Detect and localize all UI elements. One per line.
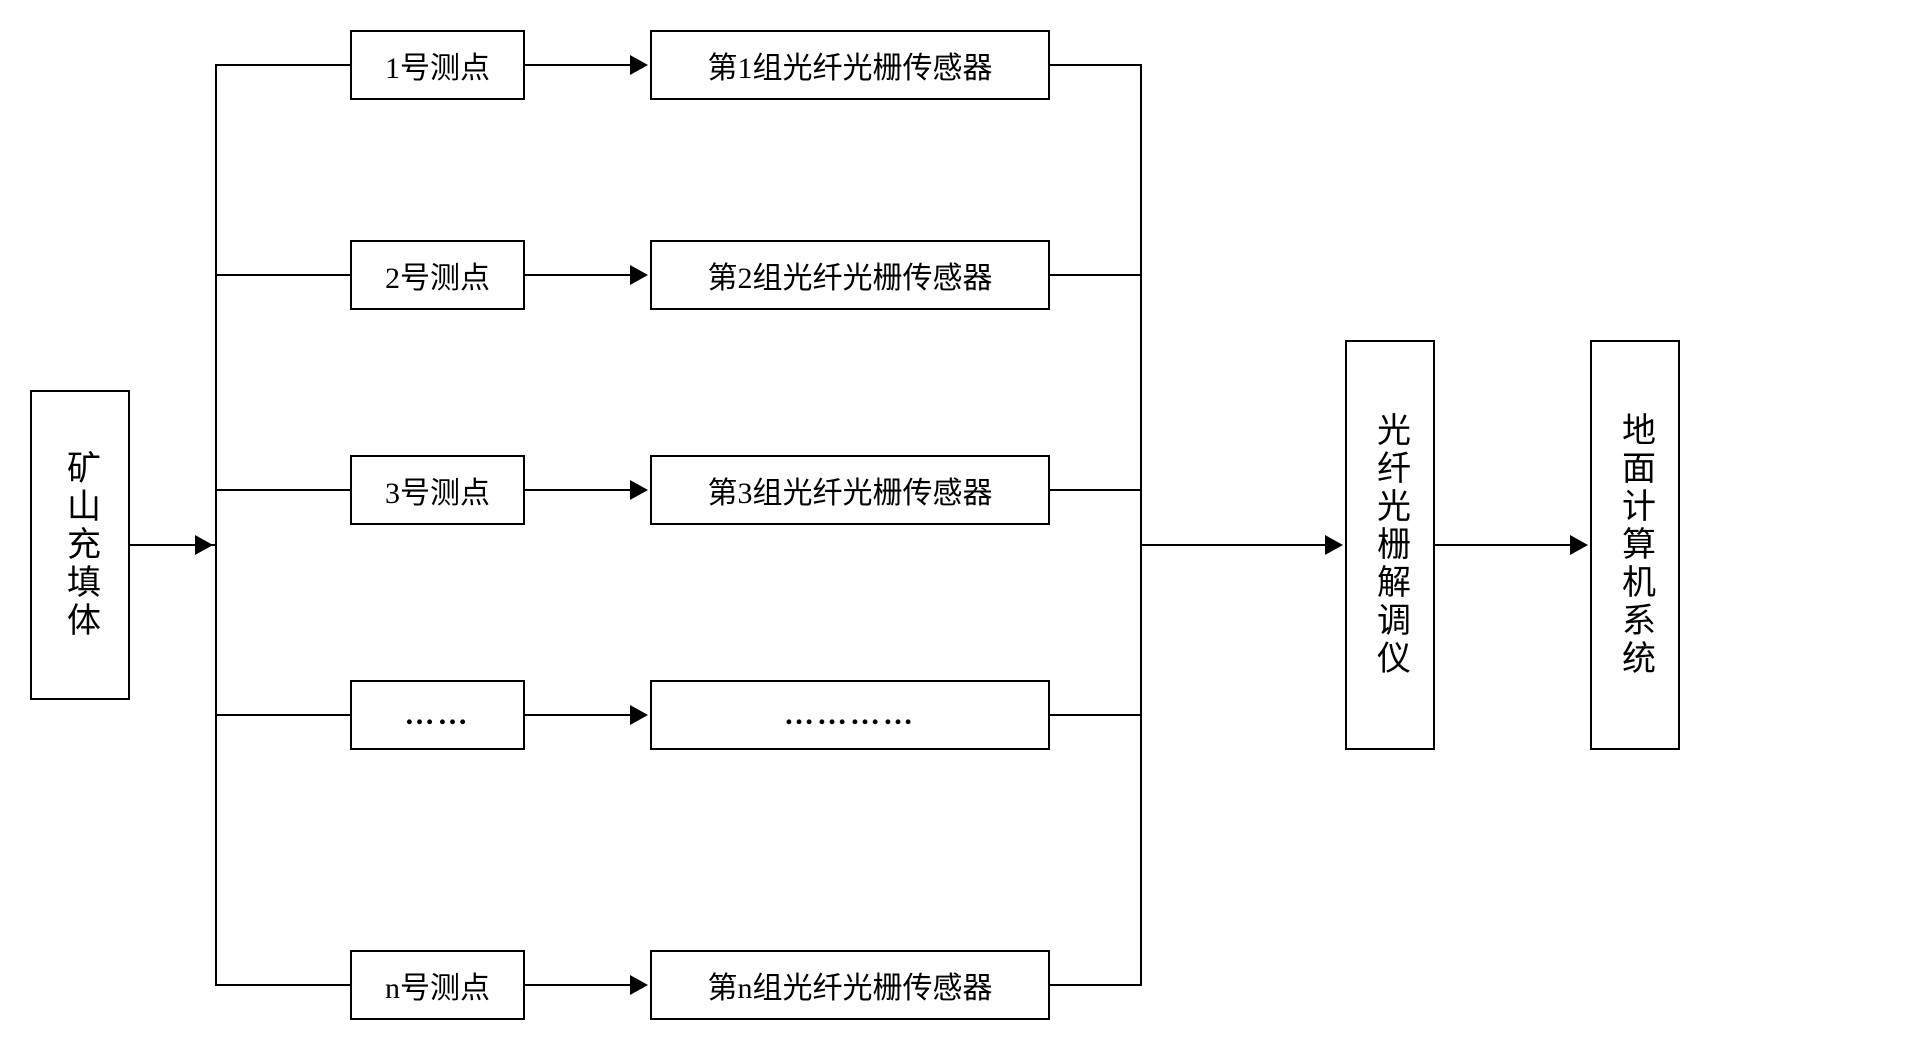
- computer-box: 地面计算机系统: [1590, 340, 1680, 750]
- measure-point-dots: ……: [350, 680, 525, 750]
- source-label: 矿山充填体: [56, 450, 105, 640]
- sensor-group-n: 第n组光纤光栅传感器: [650, 950, 1050, 1020]
- arrow: [630, 705, 648, 725]
- measure-point-label: n号测点: [385, 963, 490, 1007]
- arrow: [630, 975, 648, 995]
- connector-line: [525, 714, 630, 716]
- measure-point-label: 3号测点: [385, 468, 490, 512]
- connector-line: [1435, 544, 1570, 546]
- connector-line: [1140, 544, 1325, 546]
- arrow: [630, 480, 648, 500]
- sensor-label: 第1组光纤光栅传感器: [708, 43, 993, 87]
- measure-point-2: 2号测点: [350, 240, 525, 310]
- measure-point-3: 3号测点: [350, 455, 525, 525]
- arrow: [630, 265, 648, 285]
- connector-line: [525, 274, 630, 276]
- source-box: 矿山充填体: [30, 390, 130, 700]
- connector-line: [1050, 714, 1142, 716]
- arrow: [1325, 535, 1343, 555]
- measure-point-label: 1号测点: [385, 43, 490, 87]
- computer-label: 地面计算机系统: [1611, 412, 1660, 678]
- left-bus: [215, 64, 217, 986]
- connector-line: [215, 714, 350, 716]
- connector-line: [215, 984, 350, 986]
- arrow: [195, 535, 213, 555]
- measure-point-1: 1号测点: [350, 30, 525, 100]
- arrow: [1570, 535, 1588, 555]
- connector-line: [215, 274, 350, 276]
- sensor-group-1: 第1组光纤光栅传感器: [650, 30, 1050, 100]
- connector-line: [1050, 274, 1142, 276]
- connector-line: [1050, 64, 1142, 66]
- sensor-label: 第3组光纤光栅传感器: [708, 468, 993, 512]
- connector-line: [215, 489, 350, 491]
- sensor-group-3: 第3组光纤光栅传感器: [650, 455, 1050, 525]
- demodulator-box: 光纤光栅解调仪: [1345, 340, 1435, 750]
- measure-point-label: ……: [405, 698, 471, 732]
- measure-point-n: n号测点: [350, 950, 525, 1020]
- right-bus: [1140, 64, 1142, 986]
- connector-line: [525, 984, 630, 986]
- connector-line: [215, 64, 350, 66]
- connector-line: [525, 64, 630, 66]
- sensor-label: 第2组光纤光栅传感器: [708, 253, 993, 297]
- sensor-label: 第n组光纤光栅传感器: [708, 963, 993, 1007]
- demodulator-label: 光纤光栅解调仪: [1366, 412, 1415, 678]
- sensor-group-2: 第2组光纤光栅传感器: [650, 240, 1050, 310]
- connector-line: [1050, 489, 1142, 491]
- sensor-group-dots: …………: [650, 680, 1050, 750]
- connector-line: [1050, 984, 1142, 986]
- measure-point-label: 2号测点: [385, 253, 490, 297]
- sensor-label: …………: [784, 698, 916, 732]
- arrow: [630, 55, 648, 75]
- connector-line: [525, 489, 630, 491]
